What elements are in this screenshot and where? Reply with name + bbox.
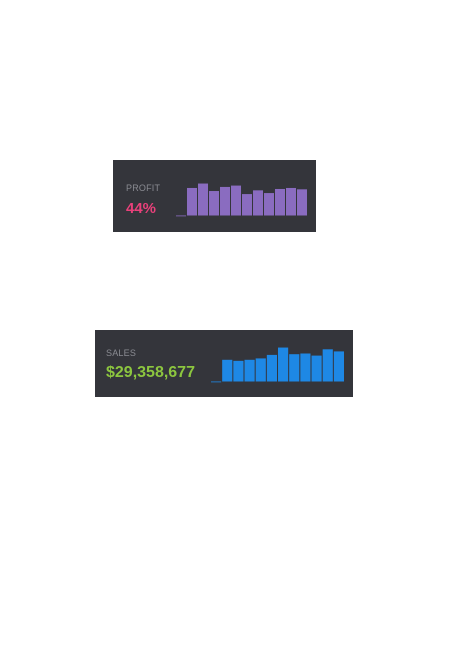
- profit-sparkline: [176, 183, 307, 217]
- profit-kpi-card: PROFIT 44%: [113, 160, 316, 232]
- sales-bar-2: [233, 360, 244, 382]
- profit-bar-0: [176, 215, 186, 217]
- sales-bar-1: [222, 359, 233, 382]
- profit-bar-11: [297, 189, 307, 216]
- sales-bar-11: [333, 351, 344, 382]
- profit-bar-8: [264, 193, 274, 216]
- sales-bar-6: [278, 347, 289, 382]
- sales-bar-7: [289, 354, 300, 382]
- profit-bar-1: [187, 187, 197, 216]
- sales-label: SALES: [106, 348, 137, 358]
- sales-bar-3: [244, 359, 255, 382]
- sales-value: $29,358,677: [106, 364, 195, 381]
- profit-bar-7: [253, 190, 263, 216]
- profit-bar-10: [286, 187, 296, 216]
- profit-bar-6: [242, 194, 252, 216]
- sales-bar-10: [322, 349, 333, 382]
- profit-bar-4: [220, 186, 230, 216]
- sales-sparkline: [211, 347, 344, 383]
- profit-bar-3: [209, 191, 219, 216]
- sales-bar-9: [311, 355, 322, 382]
- sales-kpi-card: SALES $29,358,677: [95, 330, 353, 397]
- sales-bar-5: [266, 354, 277, 382]
- profit-bar-9: [275, 188, 285, 216]
- profit-label: PROFIT: [126, 183, 161, 193]
- sales-bar-0: [211, 381, 222, 383]
- profit-value: 44%: [126, 200, 157, 217]
- sales-bar-4: [255, 358, 266, 382]
- sales-bar-8: [300, 353, 311, 382]
- profit-bar-5: [231, 185, 241, 216]
- profit-bar-2: [198, 183, 208, 216]
